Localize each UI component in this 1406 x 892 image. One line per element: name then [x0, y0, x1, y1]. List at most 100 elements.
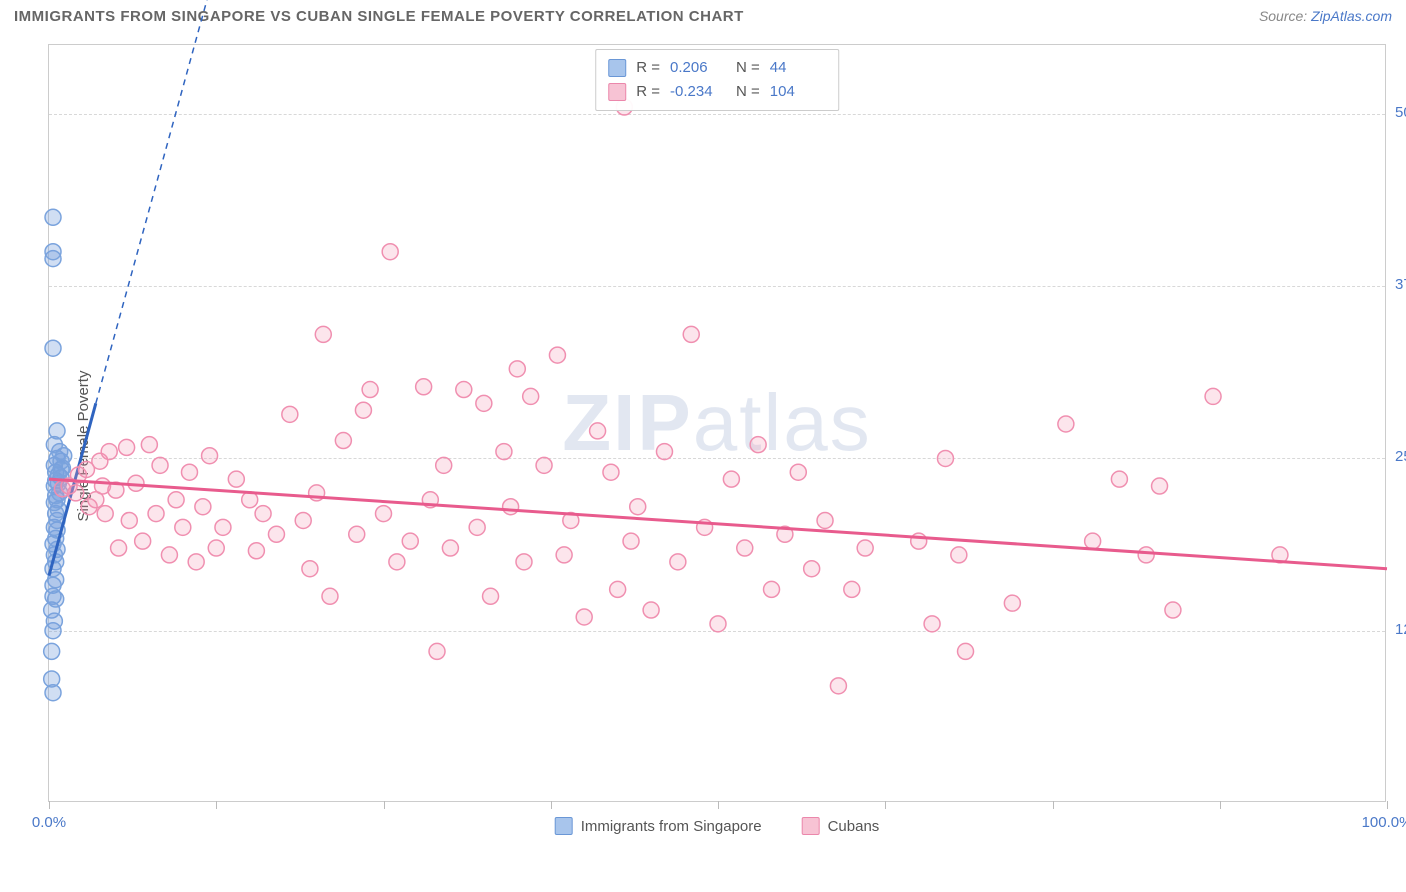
data-point [202, 448, 218, 464]
data-point [44, 643, 60, 659]
data-point [382, 244, 398, 260]
data-point [68, 485, 84, 501]
series-legend-item: Cubans [802, 817, 880, 835]
data-point [509, 361, 525, 377]
data-point [476, 395, 492, 411]
data-point [723, 471, 739, 487]
legend-swatch [802, 817, 820, 835]
data-point [315, 326, 331, 342]
legend-n-value: 44 [770, 56, 826, 80]
series-label: Immigrants from Singapore [581, 818, 762, 835]
data-point [45, 244, 61, 260]
data-point [1205, 388, 1221, 404]
x-tick-label: 0.0% [32, 814, 66, 831]
data-point [830, 678, 846, 694]
correlation-legend: R =0.206N =44R =-0.234N =104 [595, 49, 839, 111]
y-tick-label: 25.0% [1395, 448, 1406, 465]
data-point [376, 506, 392, 522]
data-point [402, 533, 418, 549]
legend-swatch [608, 59, 626, 77]
legend-row: R =0.206N =44 [608, 56, 826, 80]
data-point [141, 437, 157, 453]
data-point [282, 406, 298, 422]
data-point [670, 554, 686, 570]
data-point [924, 616, 940, 632]
data-point [248, 543, 264, 559]
data-point [302, 561, 318, 577]
data-point [576, 609, 592, 625]
legend-n-label: N = [736, 56, 760, 80]
data-point [45, 209, 61, 225]
data-point [857, 540, 873, 556]
data-point [49, 423, 65, 439]
data-point [322, 588, 338, 604]
data-point [549, 347, 565, 363]
data-point [937, 450, 953, 466]
data-point [1165, 602, 1181, 618]
data-point [590, 423, 606, 439]
y-tick-label: 12.5% [1395, 621, 1406, 638]
data-point [111, 540, 127, 556]
data-point [46, 613, 62, 629]
data-point [483, 588, 499, 604]
data-point [181, 464, 197, 480]
data-point [45, 685, 61, 701]
data-point [1138, 547, 1154, 563]
data-point [1058, 416, 1074, 432]
data-point [45, 340, 61, 356]
legend-r-label: R = [636, 80, 660, 104]
data-point [951, 547, 967, 563]
series-legend-item: Immigrants from Singapore [555, 817, 762, 835]
data-point [683, 326, 699, 342]
data-point [97, 506, 113, 522]
data-point [195, 499, 211, 515]
source-link[interactable]: ZipAtlas.com [1311, 8, 1392, 24]
data-point [1004, 595, 1020, 611]
legend-n-label: N = [736, 80, 760, 104]
data-point [101, 444, 117, 460]
data-point [168, 492, 184, 508]
data-point [817, 512, 833, 528]
data-point [389, 554, 405, 570]
data-point [630, 499, 646, 515]
data-point [456, 382, 472, 398]
legend-swatch [555, 817, 573, 835]
data-point [790, 464, 806, 480]
data-point [135, 533, 151, 549]
x-tick [1387, 801, 1388, 809]
data-point [603, 464, 619, 480]
data-point [148, 506, 164, 522]
data-point [255, 506, 271, 522]
data-point [496, 444, 512, 460]
data-point [335, 433, 351, 449]
x-tick [1053, 801, 1054, 809]
data-point [48, 591, 64, 607]
data-point [161, 547, 177, 563]
data-point [121, 512, 137, 528]
trendline-extension [96, 0, 236, 403]
data-point [362, 382, 378, 398]
data-point [503, 499, 519, 515]
x-tick [551, 801, 552, 809]
data-point [516, 554, 532, 570]
legend-r-value: -0.234 [670, 80, 726, 104]
series-label: Cubans [828, 818, 880, 835]
data-point [469, 519, 485, 535]
legend-n-value: 104 [770, 80, 826, 104]
page-title: IMMIGRANTS FROM SINGAPORE VS CUBAN SINGL… [14, 8, 744, 25]
legend-row: R = -0.234 N = 104 [608, 80, 826, 104]
data-point [610, 581, 626, 597]
x-tick [1220, 801, 1221, 809]
data-point [1111, 471, 1127, 487]
series-legend: Immigrants from Singapore Cubans [555, 817, 880, 835]
data-point [295, 512, 311, 528]
data-point [188, 554, 204, 570]
data-point [844, 581, 860, 597]
y-tick-label: 37.5% [1395, 276, 1406, 293]
data-point [228, 471, 244, 487]
legend-r-label: R = [636, 56, 660, 80]
data-point [643, 602, 659, 618]
chart-area: ZIPatlas 12.5%25.0%37.5%50.0% R =0.206N … [48, 44, 1386, 802]
legend-swatch [608, 83, 626, 101]
data-point [442, 540, 458, 556]
